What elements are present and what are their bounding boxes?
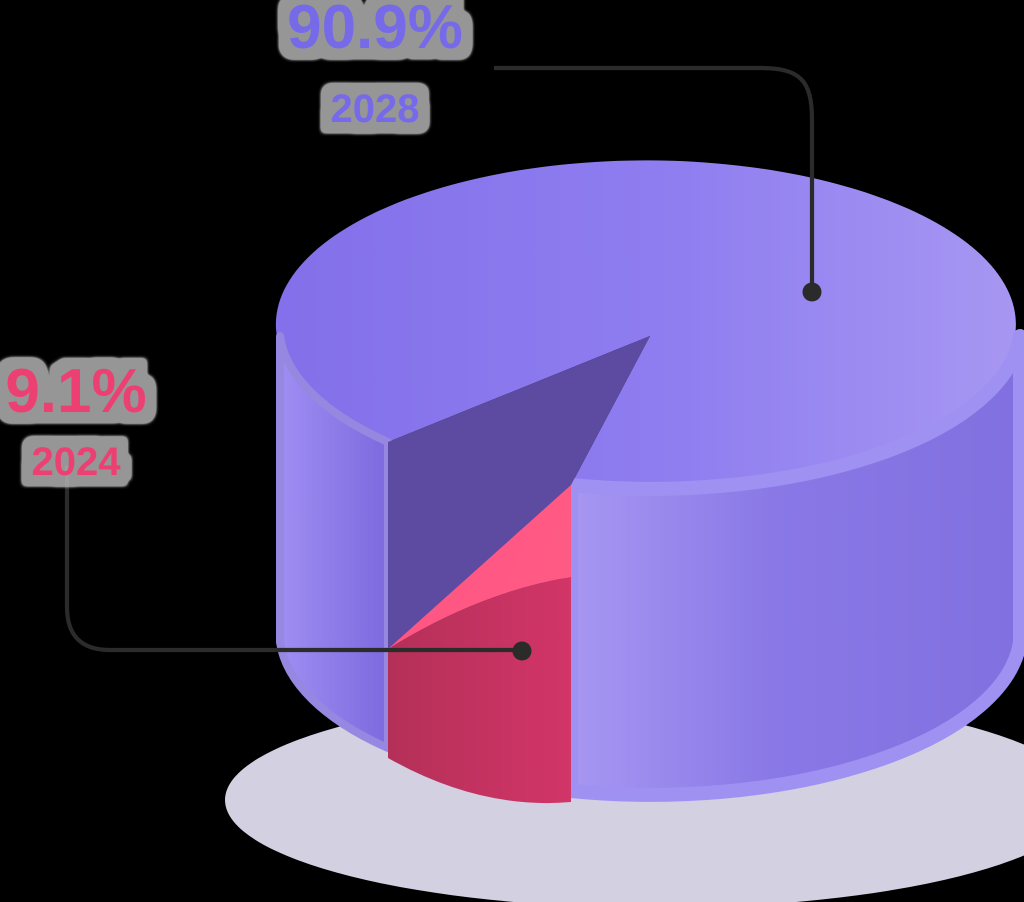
svg-text:90.9%: 90.9% xyxy=(287,0,463,62)
svg-text:9.1%: 9.1% xyxy=(5,357,146,426)
svg-text:2024: 2024 xyxy=(32,440,122,484)
svg-text:2028: 2028 xyxy=(331,87,420,131)
